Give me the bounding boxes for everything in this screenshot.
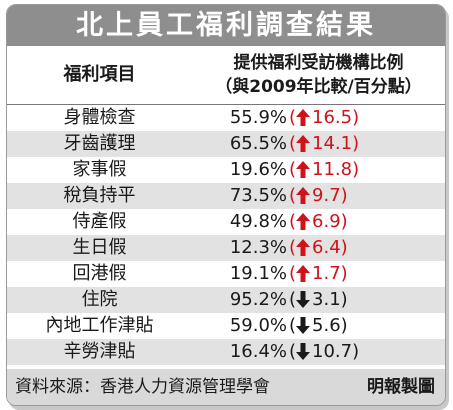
header-divider (7, 104, 445, 105)
table-header: 福利項目 提供福利受訪機構比例 （與2009年比較/百分點） (7, 46, 445, 104)
row-percent: 12.3% (229, 237, 287, 258)
up-arrow-icon (296, 186, 311, 204)
row-item-label: 稅負持平 (63, 185, 136, 206)
source-note: 資料來源：香港人力資源管理學會 (15, 377, 270, 397)
row-percent: 16.4% (229, 341, 287, 362)
close-paren: ) (340, 185, 348, 206)
close-paren: ) (352, 107, 360, 128)
close-paren: ) (340, 237, 348, 258)
row-percent: 59.0% (229, 315, 287, 336)
row-percent: 65.5% (229, 133, 287, 154)
table-row: 稅負持平 73.5%(9.7) (7, 183, 445, 209)
open-paren: ( (289, 211, 297, 232)
change-value: 16.5 (312, 107, 353, 128)
row-item-label: 內地工作津貼 (45, 315, 154, 336)
table-row: 家事假 19.6%(11.8) (7, 157, 445, 183)
table-footer: 資料來源：香港人力資源管理學會 明報製圖 (7, 369, 445, 405)
row-change: (6.4) (289, 235, 348, 261)
row-change: (6.9) (289, 209, 348, 235)
credit-label: 明報製圖 (367, 377, 435, 397)
change-value: 3.1 (312, 289, 341, 310)
row-item-label: 牙齒護理 (63, 133, 136, 154)
change-value: 6.4 (312, 237, 341, 258)
infographic-table: 北上員工福利調查結果 福利項目 提供福利受訪機構比例 （與2009年比較/百分點… (6, 4, 446, 406)
row-change: (11.8) (289, 157, 359, 183)
close-paren: ) (340, 211, 348, 232)
close-paren: ) (340, 289, 348, 310)
row-item-label: 身體檢查 (63, 107, 136, 128)
table-row: 牙齒護理 65.5%(14.1) (7, 131, 445, 157)
open-paren: ( (289, 159, 297, 180)
up-arrow-icon (296, 134, 311, 152)
change-value: 14.1 (312, 133, 353, 154)
table-body: 身體檢查 55.9%(16.5) 牙齒護理 65.5%(14.1) 家事假 19.6%(1… (7, 105, 445, 365)
table-row: 住院 95.2%(3.1) (7, 287, 445, 313)
table-title: 北上員工福利調查結果 (7, 5, 445, 46)
close-paren: ) (340, 263, 348, 284)
row-item-label: 住院 (81, 289, 118, 310)
row-change: (9.7) (289, 183, 348, 209)
table-row: 侍產假 49.8%(6.9) (7, 209, 445, 235)
open-paren: ( (289, 107, 297, 128)
open-paren: ( (289, 237, 297, 258)
header-ratio-line1: 提供福利受訪機構比例 (233, 53, 404, 73)
down-arrow-icon (296, 342, 311, 360)
table-row: 內地工作津貼 59.0%(5.6) (7, 313, 445, 339)
change-value: 1.7 (312, 263, 341, 284)
header-item-column: 福利項目 (63, 64, 136, 85)
open-paren: ( (289, 341, 297, 362)
open-paren: ( (289, 315, 297, 336)
row-item-label: 回港假 (72, 263, 127, 284)
open-paren: ( (289, 289, 297, 310)
row-percent: 55.9% (229, 107, 287, 128)
row-item-label: 侍產假 (72, 211, 127, 232)
down-arrow-icon (296, 316, 311, 334)
row-item-label: 生日假 (72, 237, 127, 258)
row-percent: 19.6% (229, 159, 287, 180)
close-paren: ) (352, 341, 360, 362)
header-ratio-line2: （與2009年比較/百分點） (215, 77, 422, 97)
row-item-label: 家事假 (72, 159, 127, 180)
up-arrow-icon (296, 264, 311, 282)
down-arrow-icon (296, 290, 311, 308)
up-arrow-icon (296, 108, 311, 126)
open-paren: ( (289, 263, 297, 284)
row-change: (10.7) (289, 339, 359, 365)
up-arrow-icon (296, 238, 311, 256)
row-percent: 95.2% (229, 289, 287, 310)
table-row: 生日假 12.3%(6.4) (7, 235, 445, 261)
row-change: (1.7) (289, 261, 348, 287)
table-row: 回港假 19.1%(1.7) (7, 261, 445, 287)
row-change: (16.5) (289, 105, 359, 131)
row-change: (5.6) (289, 313, 348, 339)
row-change: (14.1) (289, 131, 359, 157)
row-change: (3.1) (289, 287, 348, 313)
open-paren: ( (289, 185, 297, 206)
up-arrow-icon (296, 160, 311, 178)
row-percent: 49.8% (229, 211, 287, 232)
open-paren: ( (289, 133, 297, 154)
table-row: 身體檢查 55.9%(16.5) (7, 105, 445, 131)
change-value: 11.8 (312, 159, 353, 180)
close-paren: ) (352, 133, 360, 154)
change-value: 9.7 (312, 185, 341, 206)
header-ratio-column: 提供福利受訪機構比例 （與2009年比較/百分點） (192, 51, 445, 99)
row-percent: 19.1% (229, 263, 287, 284)
change-value: 6.9 (312, 211, 341, 232)
change-value: 5.6 (312, 315, 341, 336)
close-paren: ) (340, 315, 348, 336)
up-arrow-icon (296, 212, 311, 230)
row-item-label: 辛勞津貼 (63, 341, 136, 362)
row-percent: 73.5% (229, 185, 287, 206)
close-paren: ) (352, 159, 360, 180)
table-row: 辛勞津貼 16.4%(10.7) (7, 339, 445, 365)
change-value: 10.7 (312, 341, 353, 362)
